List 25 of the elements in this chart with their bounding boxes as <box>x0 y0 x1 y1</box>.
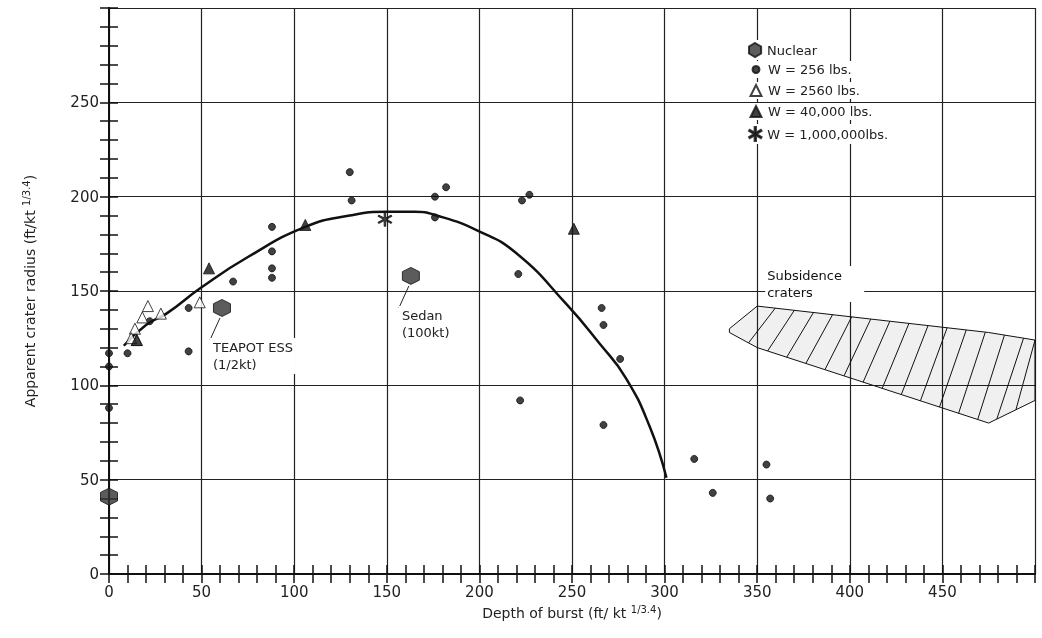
x-tick-label: 350 <box>742 582 772 601</box>
x-tick-label: 300 <box>650 582 679 601</box>
y-tick-label: 0 <box>89 565 99 583</box>
legend-label: W = 1,000,000lbs. <box>767 126 889 142</box>
x-tick-label: 0 <box>104 582 114 601</box>
y-tick-label: 150 <box>70 282 99 300</box>
x-tick-label: 400 <box>835 582 865 601</box>
annotation: Sedan (100kt) <box>401 307 450 340</box>
y-tick-label: 100 <box>70 376 99 395</box>
y-axis-title: Apparent crater radius (ft/kt 1/3.4) <box>20 174 38 408</box>
x-tick-label: 200 <box>465 582 494 601</box>
x-tick-label: 450 <box>928 582 957 601</box>
legend-label: W = 2560 lbs. <box>768 83 860 98</box>
legend-label: W = 256 lbs. <box>768 62 852 77</box>
legend-label: Nuclear <box>767 42 818 58</box>
legend-label: Subsidence craters <box>767 268 847 301</box>
x-tick-label: 250 <box>557 582 587 601</box>
x-tick-label: 150 <box>372 582 402 601</box>
x-tick-label: 100 <box>279 582 309 601</box>
y-tick-label: 50 <box>79 470 99 489</box>
y-tick-label: 200 <box>70 187 99 206</box>
annotation: TEAPOT ESS (1/2kt) <box>211 339 293 372</box>
x-tick-label: 50 <box>192 582 212 601</box>
y-tick-label: 250 <box>70 93 99 112</box>
legend-label: W = 40,000 lbs. <box>768 104 873 119</box>
